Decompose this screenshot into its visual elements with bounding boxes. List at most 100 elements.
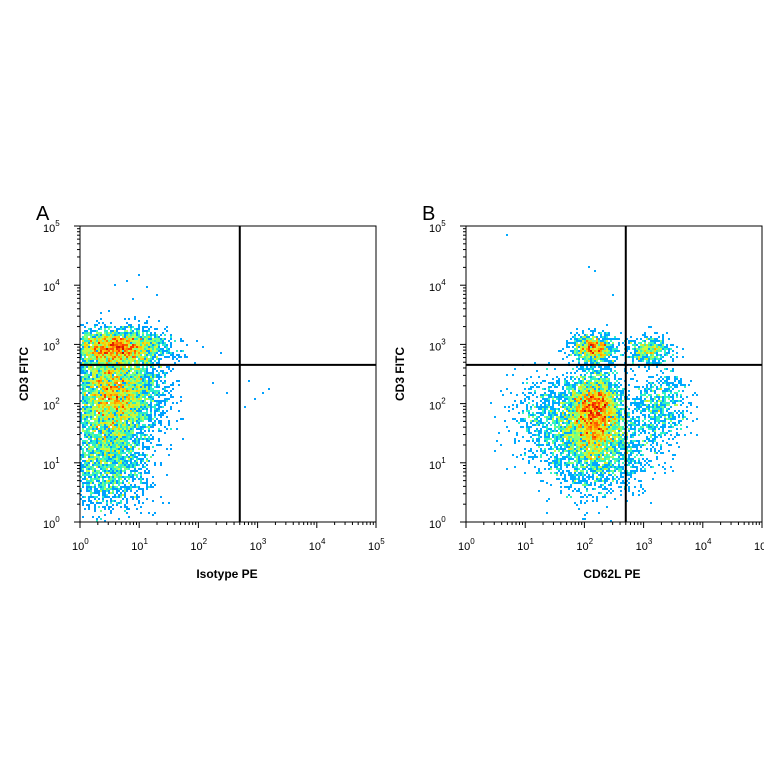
event-cell bbox=[180, 400, 182, 402]
event-cell bbox=[96, 370, 98, 372]
event-cell bbox=[594, 400, 596, 402]
event-cell bbox=[136, 470, 138, 472]
event-cell bbox=[94, 342, 96, 344]
event-cell bbox=[582, 410, 584, 412]
event-cell bbox=[156, 390, 158, 392]
event-cell bbox=[88, 374, 90, 376]
event-cell bbox=[614, 414, 616, 416]
event-cell bbox=[128, 438, 130, 440]
event-cell bbox=[98, 400, 100, 402]
event-cell bbox=[82, 368, 84, 370]
event-cell bbox=[130, 470, 132, 472]
event-cell bbox=[120, 466, 122, 468]
event-cell bbox=[576, 452, 578, 454]
event-cell bbox=[610, 420, 612, 422]
event-cell bbox=[612, 408, 614, 410]
event-cell bbox=[148, 352, 150, 354]
event-cell bbox=[580, 464, 582, 466]
event-cell bbox=[556, 416, 558, 418]
event-cell bbox=[94, 504, 96, 506]
event-cell bbox=[122, 372, 124, 374]
event-cell bbox=[604, 418, 606, 420]
event-cell bbox=[570, 416, 572, 418]
event-cell bbox=[628, 414, 630, 416]
event-cell bbox=[116, 402, 118, 404]
event-cell bbox=[622, 462, 624, 464]
event-cell bbox=[120, 494, 122, 496]
event-cell bbox=[608, 386, 610, 388]
event-cell bbox=[86, 474, 88, 476]
event-cell bbox=[92, 366, 94, 368]
event-cell bbox=[606, 440, 608, 442]
event-cell bbox=[592, 372, 594, 374]
event-cell bbox=[590, 430, 592, 432]
event-cell bbox=[138, 378, 140, 380]
event-cell bbox=[146, 446, 148, 448]
event-cell bbox=[614, 470, 616, 472]
event-cell bbox=[600, 484, 602, 486]
event-cell bbox=[596, 414, 598, 416]
event-cell bbox=[574, 428, 576, 430]
event-cell bbox=[560, 444, 562, 446]
event-cell bbox=[546, 416, 548, 418]
event-cell bbox=[88, 346, 90, 348]
event-cell bbox=[118, 468, 120, 470]
event-cell bbox=[586, 368, 588, 370]
event-cell bbox=[88, 410, 90, 412]
event-cell bbox=[96, 420, 98, 422]
event-cell bbox=[582, 448, 584, 450]
event-cell bbox=[88, 438, 90, 440]
event-cell bbox=[122, 362, 124, 364]
event-cell bbox=[102, 492, 104, 494]
event-cell bbox=[632, 402, 634, 404]
event-cell bbox=[132, 416, 134, 418]
x-tick-label-b: 102 bbox=[576, 537, 593, 553]
event-cell bbox=[620, 438, 622, 440]
event-cell bbox=[120, 454, 122, 456]
event-cell bbox=[590, 446, 592, 448]
event-cell bbox=[142, 332, 144, 334]
event-cell bbox=[88, 332, 90, 334]
event-cell bbox=[622, 426, 624, 428]
event-cell bbox=[616, 452, 618, 454]
event-cell bbox=[610, 464, 612, 466]
event-cell bbox=[602, 470, 604, 472]
event-cell bbox=[152, 424, 154, 426]
event-cell bbox=[574, 398, 576, 400]
event-cell bbox=[118, 478, 120, 480]
event-cell bbox=[130, 496, 132, 498]
event-cell bbox=[144, 346, 146, 348]
y-tick-label-b: 101 bbox=[429, 456, 446, 472]
event-cell bbox=[104, 410, 106, 412]
event-cell bbox=[592, 386, 594, 388]
event-cell bbox=[574, 450, 576, 452]
event-cell bbox=[94, 440, 96, 442]
event-cell bbox=[126, 374, 128, 376]
event-cell bbox=[114, 458, 116, 460]
event-cell bbox=[600, 348, 602, 350]
event-cell bbox=[114, 488, 116, 490]
event-cell bbox=[174, 340, 176, 342]
event-cell bbox=[568, 470, 570, 472]
event-cell bbox=[112, 472, 114, 474]
event-cell bbox=[616, 384, 618, 386]
event-cell bbox=[116, 458, 118, 460]
event-cell bbox=[566, 496, 568, 498]
event-cell bbox=[130, 326, 132, 328]
event-cell bbox=[600, 446, 602, 448]
event-cell bbox=[602, 484, 604, 486]
event-cell bbox=[110, 396, 112, 398]
event-cell bbox=[586, 408, 588, 410]
event-cell bbox=[628, 454, 630, 456]
event-cell bbox=[122, 416, 124, 418]
event-cell bbox=[598, 398, 600, 400]
event-cell bbox=[86, 366, 88, 368]
event-cell bbox=[630, 466, 632, 468]
event-cell bbox=[90, 360, 92, 362]
event-cell bbox=[98, 456, 100, 458]
event-cell bbox=[116, 418, 118, 420]
event-cell bbox=[586, 418, 588, 420]
event-cell bbox=[120, 354, 122, 356]
event-cell bbox=[150, 402, 152, 404]
event-cell bbox=[94, 486, 96, 488]
